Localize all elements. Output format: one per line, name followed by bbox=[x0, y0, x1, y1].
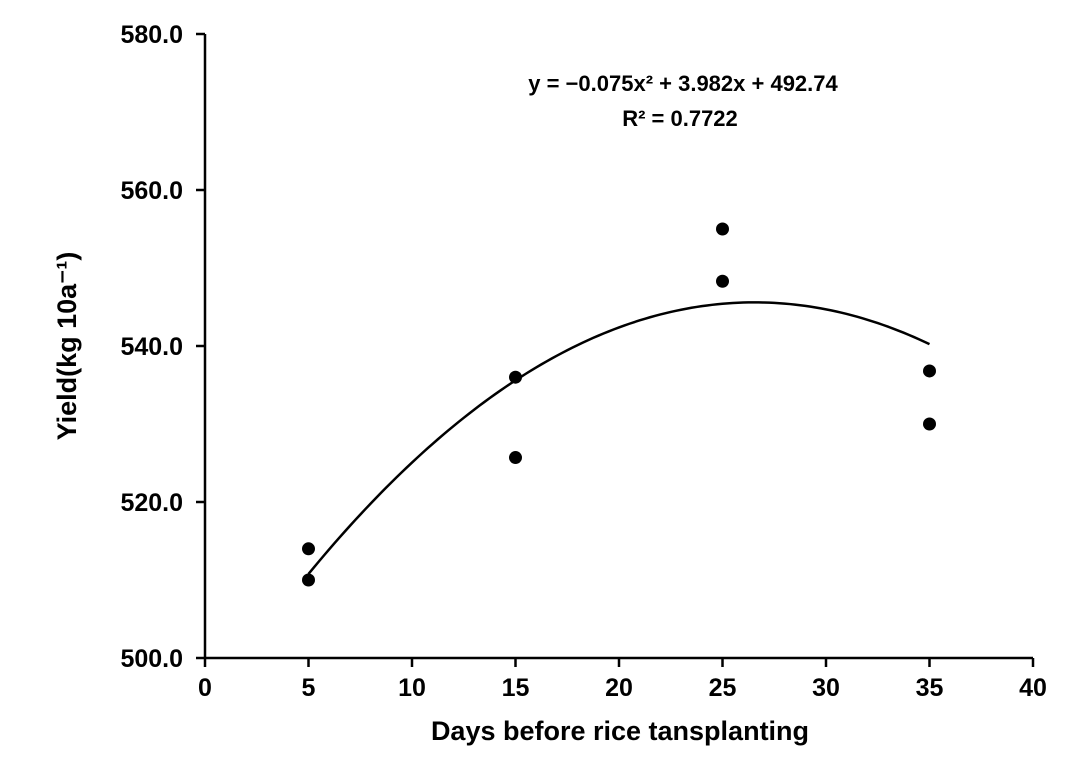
x-tick-label: 25 bbox=[709, 674, 737, 702]
x-tick-label: 15 bbox=[502, 674, 530, 702]
data-point bbox=[509, 451, 522, 465]
x-axis-ticks: 0 5 10 15 20 25 30 35 40 bbox=[198, 658, 1047, 702]
y-tick-label: 560.0 bbox=[120, 177, 183, 205]
x-tick-label: 5 bbox=[302, 674, 316, 702]
data-point bbox=[923, 364, 936, 378]
x-tick-label: 10 bbox=[398, 674, 426, 702]
data-point bbox=[716, 222, 729, 236]
y-tick-label: 500.0 bbox=[120, 645, 183, 673]
y-tick-label: 520.0 bbox=[120, 489, 183, 517]
data-point bbox=[302, 542, 315, 556]
data-point bbox=[716, 274, 729, 288]
x-axis-title: Days before rice tansplanting bbox=[431, 716, 809, 746]
data-point bbox=[302, 573, 315, 587]
y-tick-label: 540.0 bbox=[120, 333, 183, 361]
r-squared-label: R² = 0.7722 bbox=[622, 106, 738, 131]
data-point bbox=[509, 370, 522, 384]
trendline bbox=[307, 301, 931, 575]
data-point bbox=[923, 417, 936, 431]
y-axis-ticks: 500.0 520.0 540.0 560.0 580.0 bbox=[120, 21, 205, 673]
x-tick-label: 0 bbox=[198, 674, 212, 702]
x-tick-label: 20 bbox=[605, 674, 633, 702]
equation-label: y = −0.075x² + 3.982x + 492.74 bbox=[528, 71, 838, 96]
x-tick-label: 35 bbox=[916, 674, 944, 702]
x-tick-label: 40 bbox=[1019, 674, 1047, 702]
x-tick-label: 30 bbox=[812, 674, 840, 702]
data-points bbox=[302, 222, 936, 587]
y-tick-label: 580.0 bbox=[120, 21, 183, 49]
y-axis-title: Yield(kg 10a⁻¹) bbox=[52, 252, 82, 441]
